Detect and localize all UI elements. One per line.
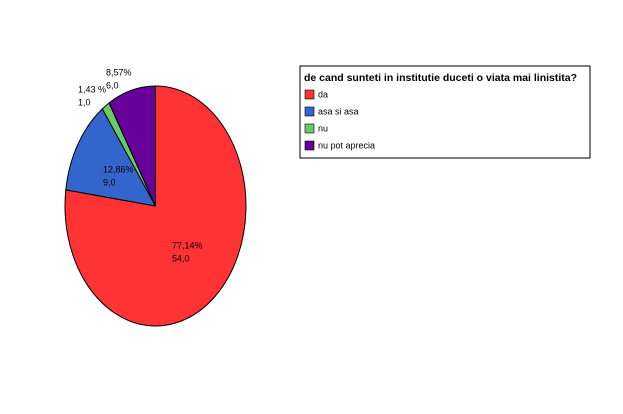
pie-slice [64, 85, 247, 327]
pie-slice [108, 85, 156, 207]
percent-label: 77,14% [172, 240, 203, 250]
percent-label: 12,86% [103, 164, 134, 174]
percent-label: 1,43 % [78, 84, 106, 94]
value-label: 9,0 [103, 177, 116, 187]
legend-title: de cand sunteti in institutie duceti o v… [304, 72, 577, 84]
legend-swatch [304, 140, 315, 151]
value-label: 54,0 [172, 253, 190, 263]
legend-label: nu [318, 123, 328, 133]
legend-swatch [304, 123, 315, 134]
legend-label: asa si asa [318, 106, 359, 116]
legend-box [299, 65, 591, 159]
value-label: 6,0 [106, 80, 119, 90]
pie-slice [65, 108, 157, 207]
legend-swatch [304, 89, 315, 100]
legend-label: nu pot aprecia [318, 140, 375, 150]
value-label: 1,0 [78, 97, 91, 107]
percent-label: 8,57% [106, 67, 132, 77]
legend-swatch [304, 106, 315, 117]
legend-label: da [318, 89, 328, 99]
